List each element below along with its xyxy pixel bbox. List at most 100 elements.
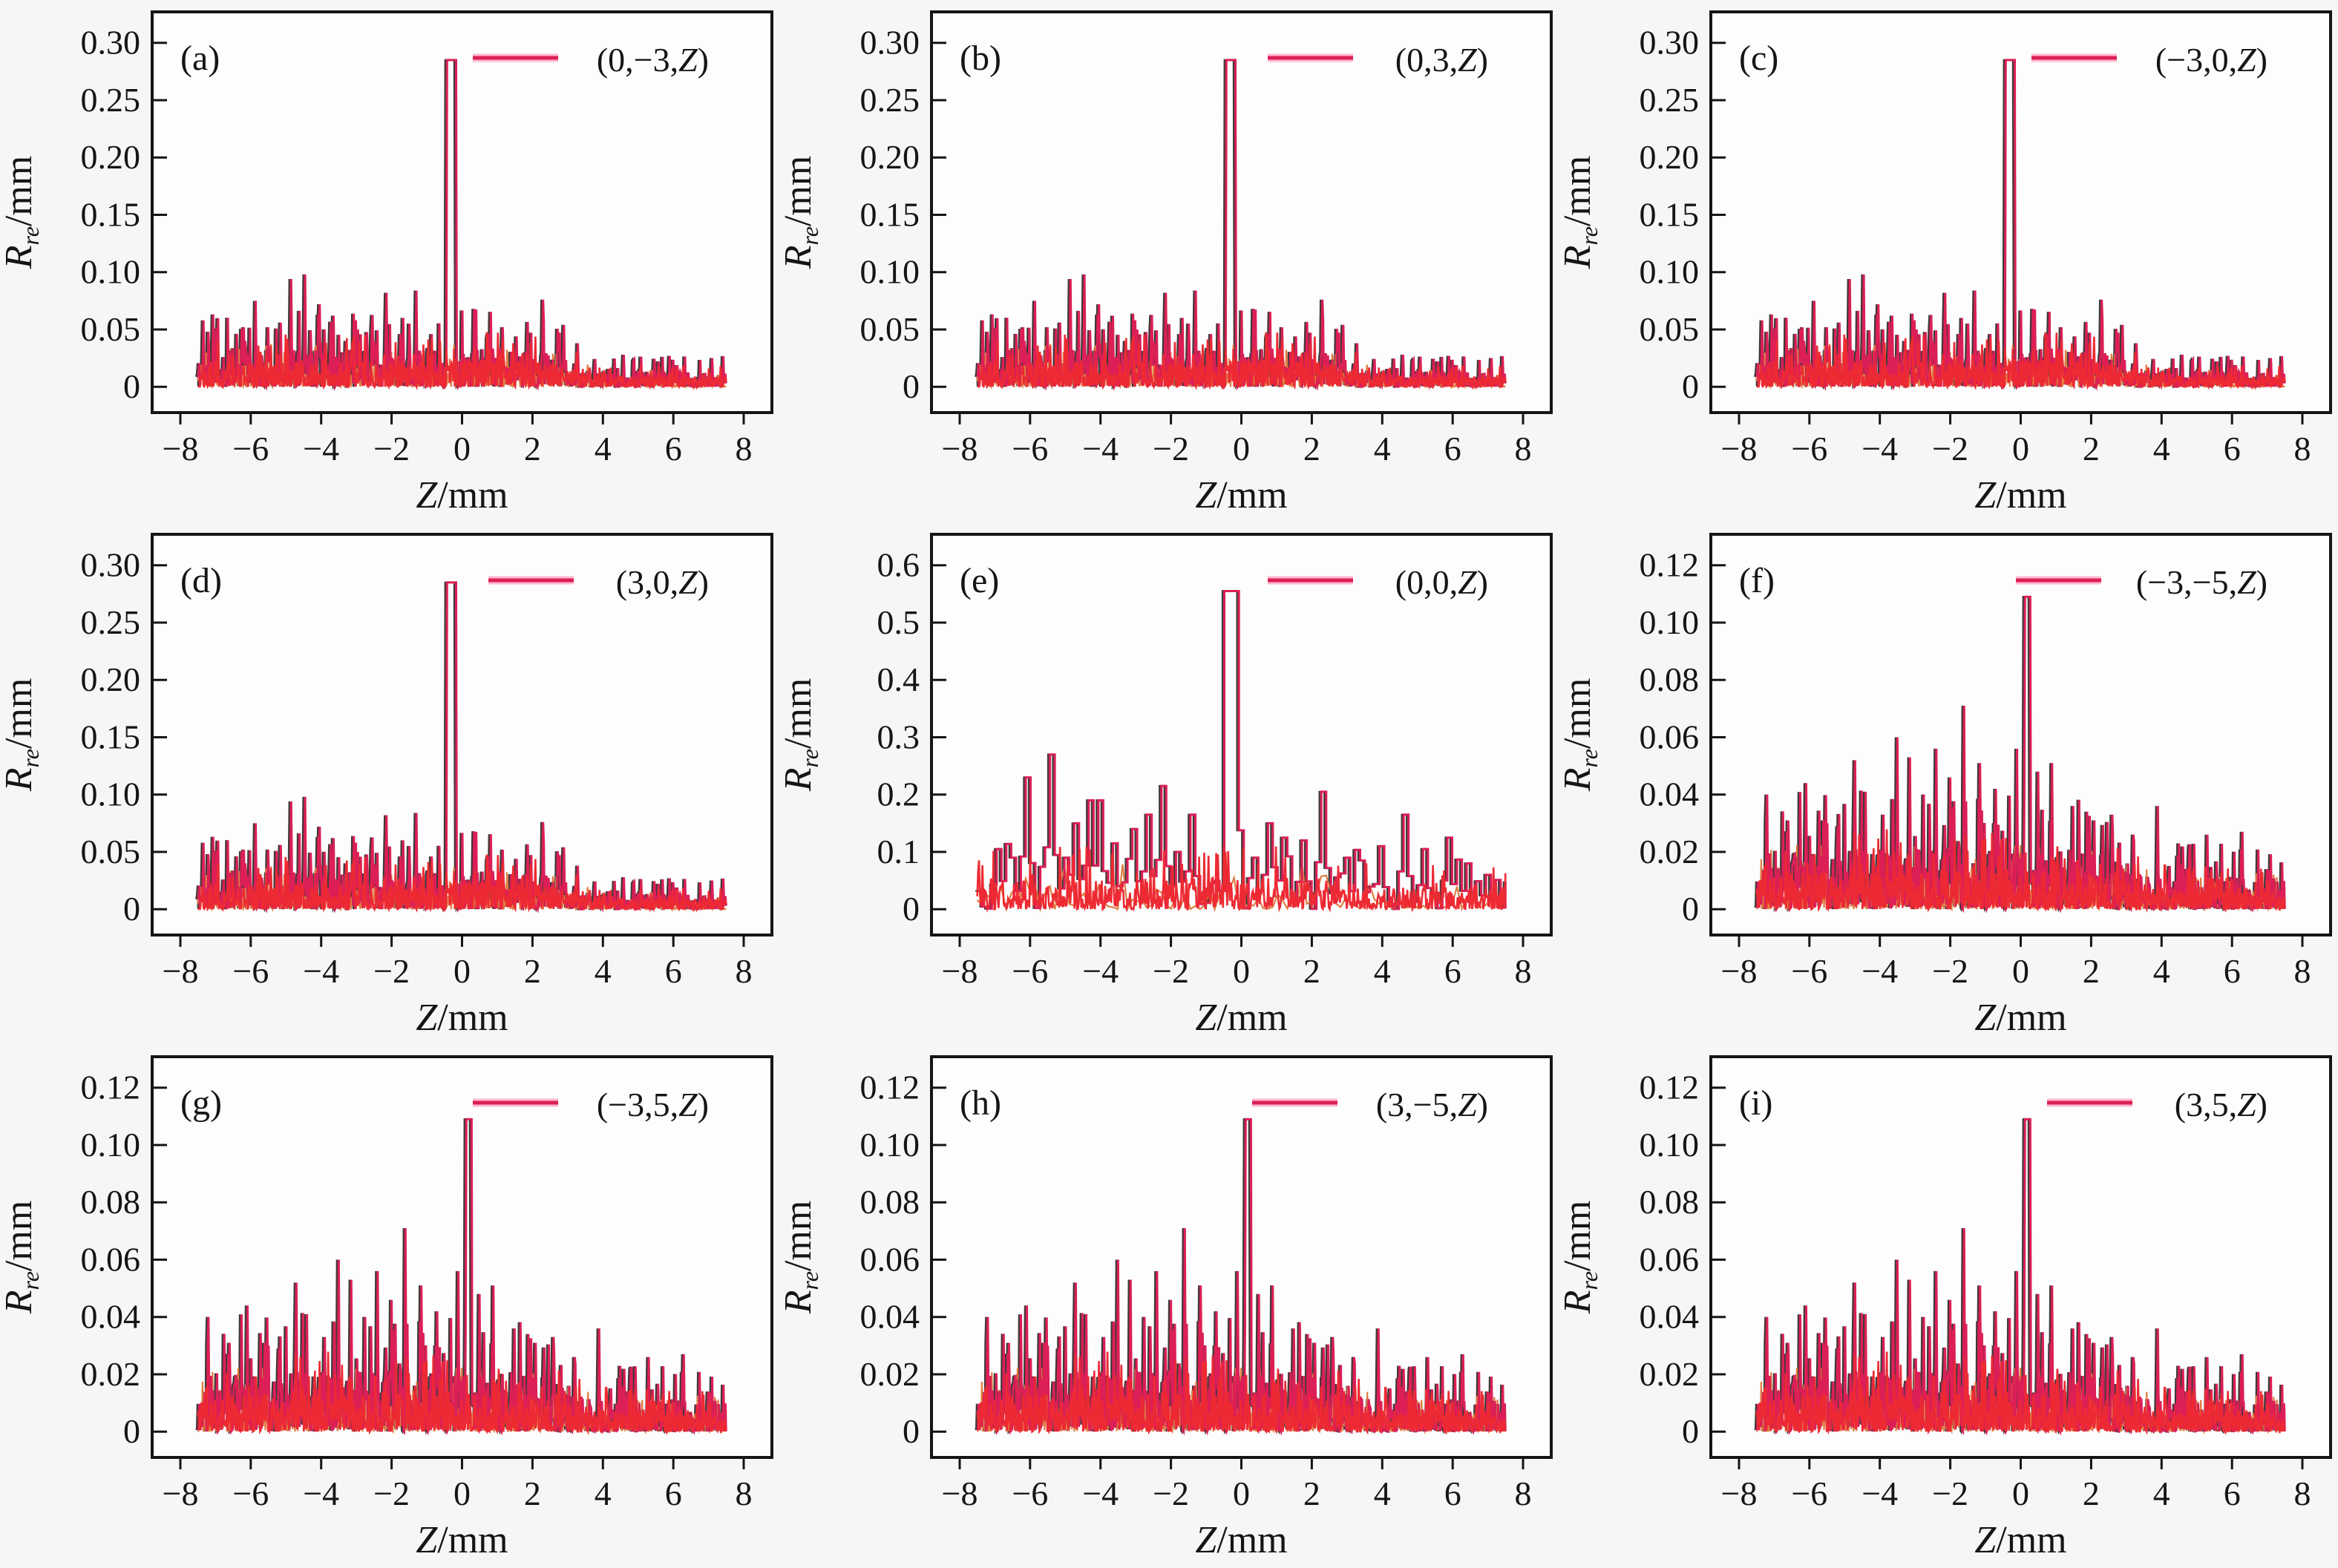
legend-label: (3,0,Z): [616, 563, 709, 601]
x-axis-title: Z/mm: [1974, 1519, 2066, 1561]
x-tick-label: 6: [665, 952, 682, 990]
y-tick-label: 0.25: [81, 81, 141, 119]
x-tick-label: 0: [2012, 430, 2029, 468]
x-tick-label: −2: [1153, 1474, 1189, 1512]
y-axis-title: Rre/mm: [1559, 678, 1602, 793]
x-tick-label: 0: [1233, 430, 1250, 468]
x-tick-label: −2: [1932, 1474, 1968, 1512]
panel-letter: (b): [960, 39, 1001, 78]
x-tick-label: 4: [2153, 1474, 2170, 1512]
y-tick-label: 0.05: [81, 310, 141, 348]
y-tick-label: 0: [1682, 1412, 1699, 1450]
x-tick-label: −2: [1153, 430, 1189, 468]
y-tick-label: 0.02: [860, 1355, 920, 1393]
x-tick-label: 2: [524, 430, 541, 468]
y-axis-title: Rre/mm: [1559, 156, 1602, 270]
y-tick-label: 0.12: [1640, 1069, 1700, 1106]
legend-label: (0,3,Z): [1395, 41, 1488, 79]
trace-red: [197, 1351, 727, 1435]
y-tick-label: 0.08: [860, 1183, 920, 1221]
y-tick-label: 0.20: [860, 138, 920, 176]
y-axis-title: Rre/mm: [779, 678, 823, 793]
x-tick-label: −2: [1153, 952, 1189, 990]
x-tick-label: −8: [163, 430, 199, 468]
x-axis-title: Z/mm: [1195, 997, 1287, 1039]
y-tick-label: 0.5: [877, 603, 920, 641]
x-tick-label: −8: [942, 1474, 978, 1512]
legend-label: (3,−5,Z): [1376, 1086, 1488, 1123]
y-tick-label: 0.12: [860, 1069, 920, 1106]
y-tick-label: 0.15: [81, 718, 141, 756]
x-tick-label: −6: [232, 952, 269, 990]
panel-g: 0 0.02 0.04 0.06 0.08 0.10 0.12 −8 −6 −4 −2 0 2 4 6 8 Z/…: [0, 1045, 779, 1567]
x-tick-label: 4: [2153, 952, 2170, 990]
x-tick-label: 2: [2083, 430, 2100, 468]
panel-letter: (i): [1739, 1083, 1772, 1123]
y-tick-label: 0.10: [81, 775, 141, 813]
chart-c: 0 0.05 0.10 0.15 0.20 0.25 0.30 −8 −6 −4 −2 0 2 4 6 8 Z/…: [1559, 10, 2332, 516]
x-tick-label: −4: [303, 430, 339, 468]
x-tick-label: 6: [1444, 1474, 1461, 1512]
y-tick-label: 0.02: [1640, 833, 1700, 870]
chart-a: 0 0.05 0.10 0.15 0.20 0.25 0.30 −8 −6 −4 −2 0 2 4 6 8 Z/…: [0, 10, 773, 516]
y-axis-title: Rre/mm: [779, 1201, 823, 1315]
y-tick-label: 0.20: [1640, 138, 1700, 176]
y-tick-label: 0.06: [81, 1241, 141, 1279]
y-tick-label: 0.08: [81, 1183, 141, 1221]
y-tick-label: 0.30: [1640, 24, 1700, 62]
x-tick-label: 0: [2012, 1474, 2029, 1512]
y-axis-title: Rre/mm: [0, 678, 44, 793]
x-tick-label: 6: [665, 1474, 682, 1512]
y-tick-label: 0.05: [81, 833, 141, 870]
legend-label: (−3,−5,Z): [2136, 563, 2267, 601]
x-tick-label: 2: [1303, 430, 1320, 468]
trace-red: [976, 1351, 1507, 1435]
x-tick-label: −6: [1791, 952, 1827, 990]
panel-a: 0 0.05 0.10 0.15 0.20 0.25 0.30 −8 −6 −4 −2 0 2 4 6 8 Z/…: [0, 0, 779, 522]
y-axis-title: Rre/mm: [0, 156, 44, 270]
x-tick-label: 0: [1233, 1474, 1250, 1512]
x-axis-title: Z/mm: [416, 1519, 508, 1561]
chart-d: 0 0.05 0.10 0.15 0.20 0.25 0.30 −8 −6 −4 −2 0 2 4 6 8 Z/…: [0, 533, 773, 1039]
panel-letter: (e): [960, 561, 999, 600]
chart-h: 0 0.02 0.04 0.06 0.08 0.10 0.12 −8 −6 −4 −2 0 2 4 6 8 Z/…: [779, 1055, 1553, 1561]
panel-h: 0 0.02 0.04 0.06 0.08 0.10 0.12 −8 −6 −4 −2 0 2 4 6 8 Z/…: [779, 1045, 1559, 1567]
panel-letter: (g): [180, 1083, 222, 1123]
legend-label: (−3,0,Z): [2155, 41, 2267, 79]
x-tick-label: −2: [373, 952, 410, 990]
panel-e: 0 0.1 0.2 0.3 0.4 0.5 0.6 −8 −6 −4 −2 0 2 4 6 8 Z/mm Rre/…: [779, 522, 1559, 1045]
x-axis-title: Z/mm: [1974, 474, 2066, 516]
x-tick-label: −2: [373, 1474, 410, 1512]
y-tick-label: 0: [903, 367, 920, 405]
trace-red: [1755, 829, 2286, 913]
y-tick-label: 0.10: [1640, 603, 1700, 641]
y-tick-label: 0.08: [1640, 660, 1700, 698]
x-tick-label: 0: [2012, 952, 2029, 990]
x-tick-label: 4: [1374, 1474, 1391, 1512]
x-axis-title: Z/mm: [416, 997, 508, 1039]
y-tick-label: 0.25: [81, 603, 141, 641]
y-tick-label: 0.20: [81, 660, 141, 698]
y-tick-label: 0.04: [81, 1298, 141, 1336]
y-tick-label: 0.10: [860, 1126, 920, 1164]
y-tick-label: 0.04: [860, 1298, 920, 1336]
y-tick-label: 0: [1682, 890, 1699, 928]
y-tick-label: 0.08: [1640, 1183, 1700, 1221]
y-tick-label: 0.05: [1640, 310, 1700, 348]
legend-label: (3,5,Z): [2175, 1086, 2267, 1123]
x-tick-label: −8: [163, 952, 199, 990]
trace-red: [1756, 332, 2286, 391]
x-tick-label: 0: [1233, 952, 1250, 990]
x-tick-label: 4: [1374, 430, 1391, 468]
y-tick-label: 0.12: [81, 1069, 141, 1106]
x-axis-title: Z/mm: [1195, 1519, 1287, 1561]
y-tick-label: 0: [1682, 367, 1699, 405]
panel-f: 0 0.02 0.04 0.06 0.08 0.10 0.12 −8 −6 −4 −2 0 2 4 6 8 Z/…: [1559, 522, 2338, 1045]
x-tick-label: −2: [1932, 430, 1968, 468]
x-tick-label: −8: [163, 1474, 199, 1512]
x-tick-label: 8: [736, 952, 753, 990]
x-tick-label: −8: [942, 952, 978, 990]
y-tick-label: 0.15: [1640, 196, 1700, 234]
x-tick-label: 2: [2083, 952, 2100, 990]
